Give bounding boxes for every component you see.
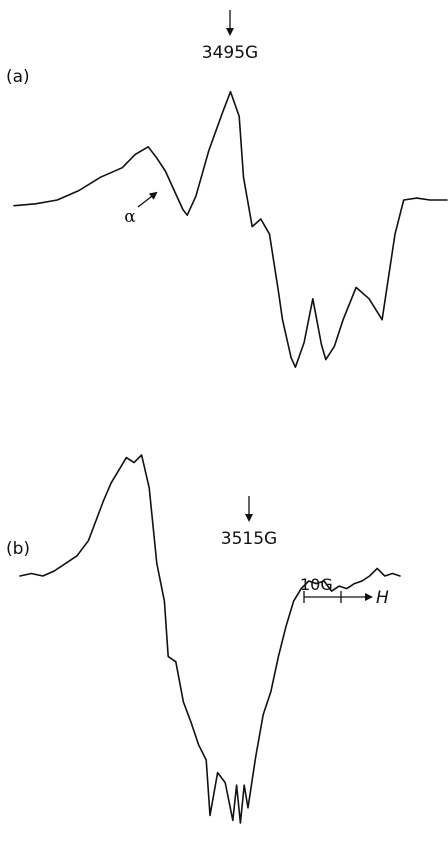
field-marker-b-label: 3515G	[221, 529, 277, 549]
field-marker-a-label: 3495G	[202, 43, 258, 63]
panel-a-label: (a)	[6, 67, 30, 87]
scale-bar: 10G H	[300, 575, 389, 608]
panel-b-label: (b)	[6, 539, 30, 559]
scale-bar-label: 10G	[300, 575, 333, 594]
panel-a: (a) 3495G α	[6, 10, 448, 368]
alpha-annotation: α	[124, 207, 136, 227]
panel-b: (b) 3515G 10G H	[6, 454, 401, 824]
field-axis-label: H	[376, 588, 389, 608]
spectrum-a-trace	[13, 90, 448, 368]
spectrum-b-trace	[19, 454, 401, 824]
alpha-arrow	[137, 191, 158, 208]
